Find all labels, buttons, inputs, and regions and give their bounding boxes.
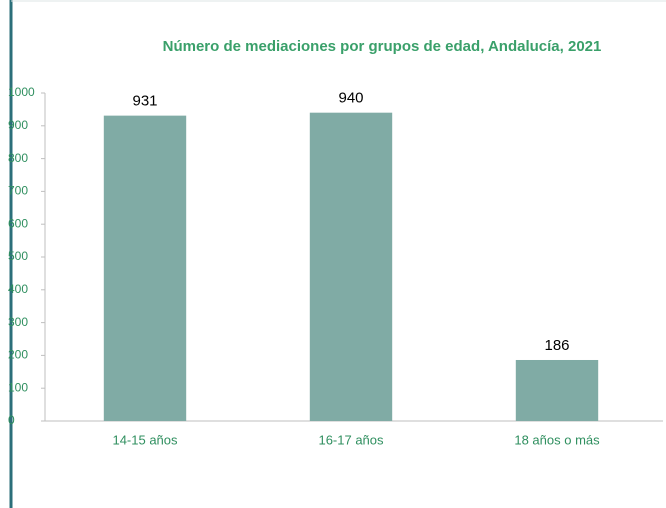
y-tick-label: 700 xyxy=(8,184,28,198)
y-tick-label: 400 xyxy=(8,282,28,296)
x-tick-label: 14-15 años xyxy=(112,432,178,447)
bar xyxy=(309,112,393,422)
value-label: 931 xyxy=(132,93,157,110)
x-tick-label: 18 años o más xyxy=(514,432,600,447)
y-tick-label: 600 xyxy=(8,216,28,230)
y-tick-label: 900 xyxy=(8,118,28,132)
y-tick-label: 200 xyxy=(8,348,28,362)
y-tick-label: 800 xyxy=(8,151,28,165)
y-tick-label: 1000 xyxy=(8,85,35,99)
y-tick-label: 100 xyxy=(8,380,28,394)
bar xyxy=(515,359,599,421)
y-tick-label: 500 xyxy=(8,249,28,263)
bar xyxy=(103,115,187,421)
chart-title: Número de mediaciones por grupos de edad… xyxy=(163,38,602,55)
value-label: 940 xyxy=(338,90,363,107)
value-label: 186 xyxy=(544,337,569,354)
y-tick-label: 300 xyxy=(8,315,28,329)
y-tick-label: 0 xyxy=(8,413,15,427)
x-tick-label: 16-17 años xyxy=(318,432,384,447)
